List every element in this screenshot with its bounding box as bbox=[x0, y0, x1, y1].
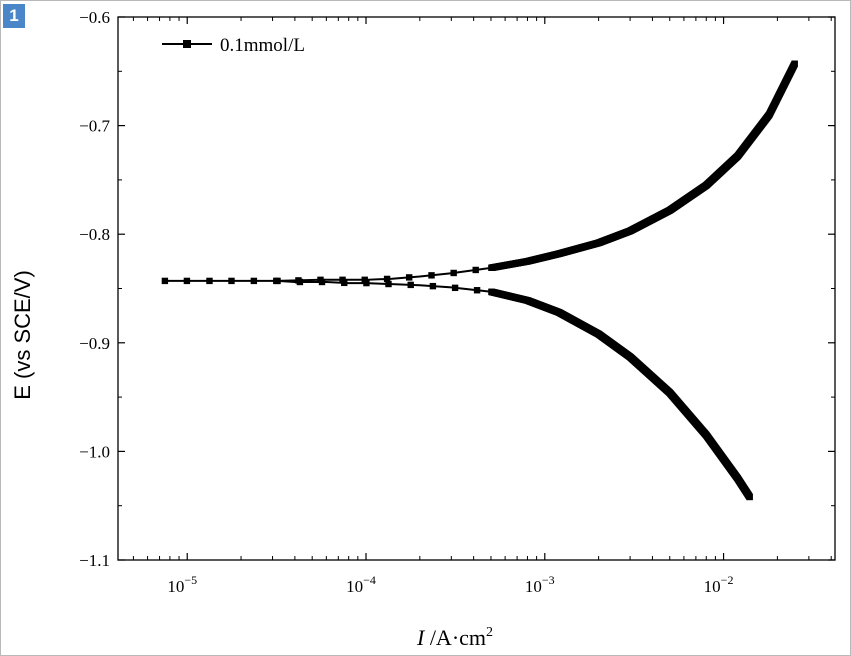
x-tick-label: 10−5 bbox=[167, 573, 197, 596]
cathodic-branch-marker bbox=[407, 281, 414, 289]
x-tick-label: 10−2 bbox=[704, 573, 734, 596]
x-axis-title-unit: /A·cm bbox=[424, 625, 486, 650]
anodic-branch-marker bbox=[161, 277, 169, 285]
y-tick-label: −1.1 bbox=[79, 551, 110, 570]
y-tick-label: −0.6 bbox=[79, 8, 110, 27]
x-axis-title-exponent: 2 bbox=[486, 625, 493, 640]
cathodic-branch-marker bbox=[296, 278, 304, 286]
anodic-branch-marker bbox=[361, 276, 368, 284]
y-tick-label: −0.8 bbox=[79, 225, 110, 244]
y-tick-label: −0.7 bbox=[79, 117, 110, 136]
y-tick-label: −0.9 bbox=[79, 334, 110, 353]
anodic-branch-marker bbox=[383, 275, 391, 283]
x-tick-exponent: −2 bbox=[721, 573, 734, 587]
cathodic-branch-marker bbox=[341, 279, 348, 287]
x-tick-exponent: −4 bbox=[363, 573, 376, 587]
y-axis-title: E (vs SCE/V) bbox=[10, 270, 35, 400]
cathodic-branch-marker bbox=[473, 287, 481, 294]
cathodic-branch-marker bbox=[429, 282, 437, 290]
x-tick-exponent: −5 bbox=[184, 573, 197, 587]
legend-label: 0.1mmol/L bbox=[220, 35, 305, 56]
anodic-branch-marker bbox=[250, 277, 258, 285]
anodic-branch-marker bbox=[472, 266, 479, 274]
plot-axes: −1.1 −1.0 −0.9 −0.8 −0.7 −0.6 10−5 10−4 10−3 10−2 bbox=[79, 8, 836, 596]
legend: 0.1mmol/L bbox=[162, 35, 305, 56]
series-layer bbox=[161, 60, 798, 501]
cathodic-branch-marker bbox=[274, 277, 281, 285]
y-tick-label: −1.0 bbox=[79, 442, 110, 461]
x-tick-label: 10−4 bbox=[346, 573, 376, 596]
anodic-branch-marker bbox=[405, 274, 413, 281]
anodic-branch-marker bbox=[450, 269, 457, 277]
anodic-branch-line bbox=[164, 63, 796, 282]
x-tick-exponent: −3 bbox=[542, 573, 555, 587]
x-tick-label: 10−3 bbox=[525, 573, 555, 596]
legend-marker bbox=[183, 40, 191, 48]
anodic-branch-marker bbox=[206, 277, 213, 285]
x-axis-title: I /A·cm2 bbox=[416, 625, 493, 650]
panel-number-badge: 1 bbox=[3, 4, 25, 28]
cathodic-branch-marker bbox=[318, 278, 326, 286]
cathodic-branch-marker bbox=[451, 284, 459, 292]
anodic-branch-marker bbox=[228, 277, 235, 285]
cathodic-branch-line bbox=[277, 279, 751, 498]
anodic-branch-marker bbox=[791, 60, 798, 67]
x-axis-title-symbol: I bbox=[416, 625, 426, 650]
anodic-branch-marker bbox=[428, 272, 435, 279]
cathodic-branch-marker bbox=[385, 280, 392, 288]
cathodic-branch-marker bbox=[746, 493, 753, 501]
anodic-branch-marker bbox=[183, 277, 191, 285]
cathodic-branch-marker bbox=[363, 279, 370, 287]
